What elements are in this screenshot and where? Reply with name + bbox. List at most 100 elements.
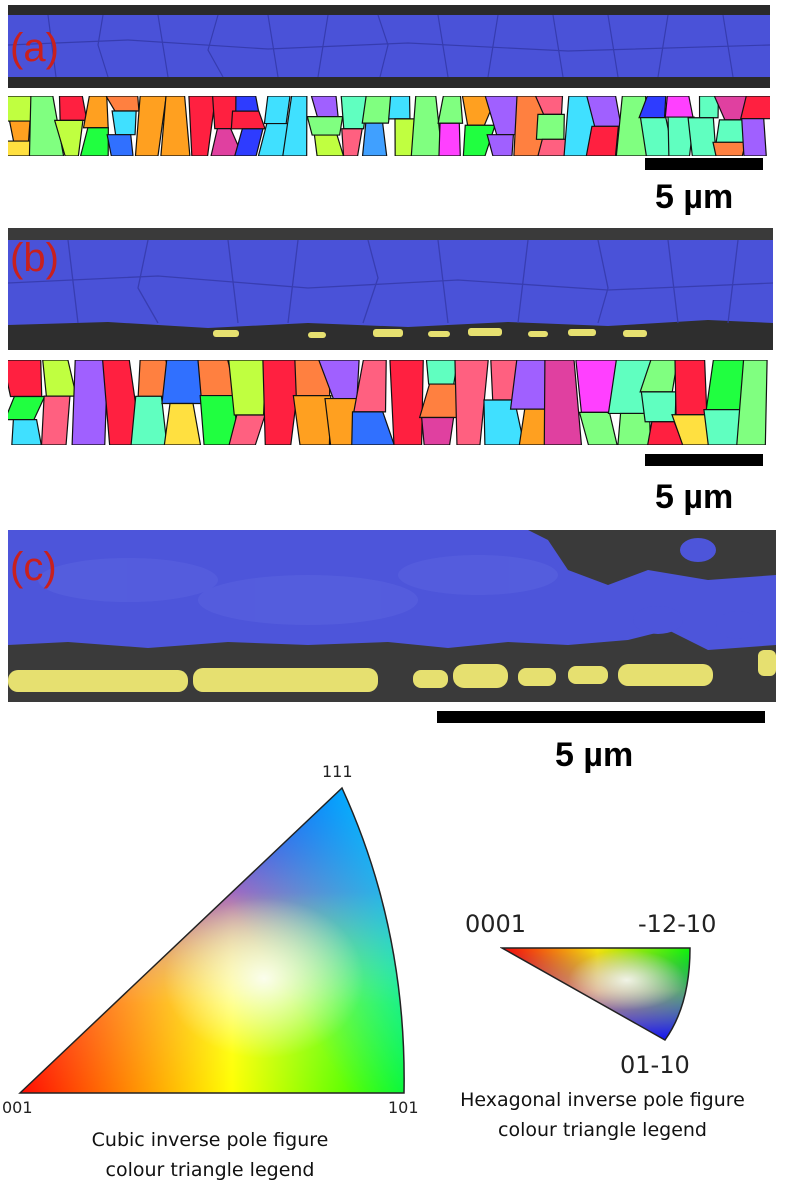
hexagonal-ipf-legend: 0001 -12-10 (420, 900, 785, 1200)
grain (438, 122, 461, 156)
panel-b-scale-label: 5 µm (655, 478, 734, 516)
grain (11, 419, 42, 445)
cubic-caption-line2: colour triangle legend (105, 1159, 315, 1182)
grain (234, 128, 264, 156)
grain (486, 134, 515, 156)
panel-c: (c) 5 µm (0, 525, 785, 775)
panel-a-phase-map (8, 5, 770, 88)
grain (712, 141, 747, 156)
grain (543, 360, 583, 445)
grain (739, 96, 770, 120)
panel-c-phase-map (8, 530, 776, 702)
hex-caption-line1: Hexagonal inverse pole figure (460, 1089, 745, 1111)
cubic-color-triangle (18, 786, 405, 1094)
grain (674, 360, 708, 416)
grain (8, 120, 31, 142)
grain (667, 116, 695, 156)
cubic-ipf-legend: 001 101 111 Cubic inverse pole figure co… (0, 760, 440, 1200)
grain (257, 122, 291, 156)
grain (235, 96, 260, 112)
panel-b: (b) 5 µm (0, 220, 785, 520)
grain (513, 96, 548, 156)
grain (578, 411, 618, 445)
grain (111, 110, 137, 136)
grain (71, 360, 109, 445)
grain (537, 138, 571, 156)
grain (79, 127, 109, 156)
grain (437, 96, 464, 124)
panel-a-scale-label: 5 µm (655, 178, 734, 216)
grain (188, 96, 217, 156)
grain (130, 395, 168, 445)
cubic-label-001: 001 (2, 1098, 33, 1117)
grain (736, 360, 768, 445)
grain (388, 96, 411, 120)
grain (8, 140, 35, 156)
grain (425, 360, 459, 385)
panel-a: (a) 5 µm (0, 0, 785, 220)
grain (462, 124, 496, 156)
grain (483, 399, 525, 445)
grain (134, 96, 167, 156)
panel-b-label: (b) (10, 236, 59, 280)
cubic-label-111: 111 (322, 762, 353, 781)
grain (703, 409, 747, 445)
grain (163, 402, 202, 445)
panel-c-scale-bar (437, 711, 765, 723)
grain (585, 125, 620, 156)
grain (292, 395, 332, 445)
grain (58, 96, 88, 121)
grain (351, 411, 395, 445)
grain (28, 96, 65, 156)
hex-label-01-10: 01-10 (620, 1051, 690, 1079)
grain (40, 395, 71, 445)
grain (306, 116, 344, 136)
panel-a-label: (a) (10, 26, 59, 70)
panel-b-scale-bar (645, 454, 763, 466)
grain (102, 360, 143, 445)
grain (361, 96, 393, 124)
grain (106, 134, 134, 156)
grain (341, 128, 363, 156)
grain (647, 421, 684, 445)
hexagonal-color-triangle (500, 947, 691, 1041)
grain (353, 360, 387, 413)
grain (421, 416, 455, 445)
grain (262, 360, 302, 445)
grain (671, 414, 714, 445)
grain (228, 360, 267, 416)
panel-b-orientation-map (8, 360, 773, 445)
panel-c-scale-label: 5 µm (555, 736, 634, 774)
grain (160, 96, 191, 156)
hex-label-0001: 0001 (465, 910, 527, 938)
grain (741, 118, 767, 156)
grain (615, 96, 649, 156)
grain (454, 360, 489, 445)
grain (340, 96, 369, 130)
grain (199, 394, 238, 445)
grain (263, 96, 291, 125)
grain (664, 96, 694, 118)
grain (282, 96, 308, 156)
panel-a-orientation-map (8, 96, 770, 156)
grain (617, 412, 652, 445)
grain (230, 110, 266, 130)
grain (698, 96, 720, 119)
grain (389, 360, 424, 445)
grain (228, 414, 266, 445)
grain (8, 360, 43, 398)
grain (640, 391, 677, 423)
panel-b-phase-map (8, 228, 773, 350)
grain (410, 96, 443, 156)
grain (535, 113, 565, 140)
cubic-caption-line1: Cubic inverse pole figure (91, 1129, 329, 1151)
grain (313, 134, 345, 156)
hex-label-12-10: -12-10 (638, 910, 717, 938)
grain (639, 117, 675, 156)
grain (687, 117, 717, 156)
panel-c-label: (c) (10, 545, 57, 589)
grain (361, 122, 388, 156)
hex-caption-line2: colour triangle legend (498, 1119, 707, 1142)
hex-caption: Hexagonal inverse pole figure colour tri… (420, 1085, 785, 1146)
cubic-label-101: 101 (388, 1098, 419, 1117)
